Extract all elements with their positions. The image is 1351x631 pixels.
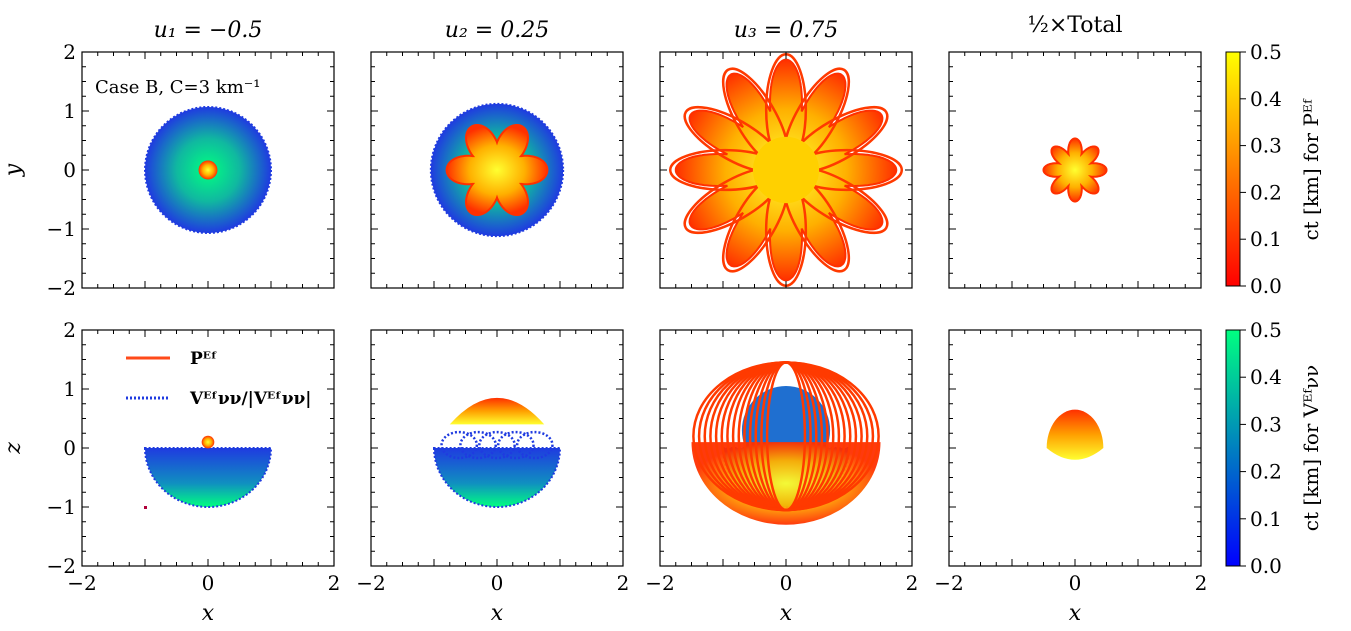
- colorbar-label-p: ct [km] for Pᴱᶠ: [1299, 98, 1323, 241]
- x-tick-label: 0: [202, 571, 215, 595]
- v-loop: [440, 430, 479, 460]
- panel-xy-1: [370, 51, 624, 289]
- colorbar-tick-label: 0.1: [1250, 227, 1282, 251]
- p-dot: [144, 506, 147, 509]
- v-bowl: [432, 447, 562, 508]
- x-axis-label: x: [1069, 601, 1082, 626]
- v-loop: [497, 430, 535, 460]
- y-tick-label: −2: [47, 554, 76, 578]
- colorbar-tick-label: 0.1: [1250, 507, 1282, 531]
- colorbar-tick-label: 0.0: [1250, 554, 1282, 578]
- panel-xz-1: −2 0 2 x: [356, 329, 630, 626]
- p-blob: [1046, 409, 1104, 460]
- x-tick-label: 0: [491, 571, 504, 595]
- x-tick-label: −2: [67, 571, 96, 595]
- x-tick-label: −2: [356, 571, 385, 595]
- x-tick-label: −2: [645, 571, 674, 595]
- y-tick-label: 2: [63, 40, 76, 64]
- p-blob: [201, 435, 215, 449]
- column-title-2: u₃ = 0.75: [734, 18, 838, 43]
- colorbar-p: [1225, 51, 1241, 287]
- panel-xy-3: [948, 51, 1202, 289]
- p-flower: [445, 124, 549, 216]
- x-tick-label: 0: [780, 571, 793, 595]
- p-cap: [449, 397, 545, 425]
- p-blob: [198, 160, 218, 180]
- colorbar-v: [1225, 329, 1241, 567]
- y-tick-label: 0: [63, 158, 76, 182]
- p-loop: [692, 361, 880, 512]
- colorbar-tick-label: 0.5: [1250, 318, 1282, 342]
- v-bowl: [143, 447, 273, 508]
- colorbar-tick-label: 0.3: [1250, 412, 1282, 436]
- panel-xy-0: −2 −1 0 1 2: [47, 40, 335, 300]
- colorbar-tick-label: 0.0: [1250, 274, 1282, 298]
- x-tick-label: 0: [1069, 571, 1082, 595]
- panel-xz-3: −2 0 2 x: [934, 329, 1208, 626]
- y-tick-label: 0: [63, 436, 76, 460]
- panels-layer: −2 −1 0 1 2 −2 −1 0 1 2 −2 0 2 x −2 0 2 x −2 0 2 x −2 0 2 x: [47, 40, 1208, 626]
- x-axis-label: x: [780, 601, 793, 626]
- x-tick-label: 2: [1195, 571, 1208, 595]
- v-loop: [459, 430, 497, 460]
- legend-label-v: Vᴱᶠνν/|Vᴱᶠνν|: [189, 389, 312, 409]
- column-title-3: ½×Total: [1028, 13, 1123, 38]
- p-core: [752, 136, 820, 204]
- panel-xz-2: −2 0 2 x: [645, 329, 919, 626]
- p-bowl: [691, 442, 881, 525]
- y-tick-label: −2: [47, 276, 76, 300]
- v-loop: [515, 430, 554, 460]
- y-tick-label: 2: [63, 318, 76, 342]
- row-ylabel-0: y: [1, 163, 26, 177]
- legend: Pᴱᶠ Vᴱᶠνν/|Vᴱᶠνν|: [126, 349, 312, 409]
- colorbar-tick-label: 0.2: [1250, 180, 1282, 204]
- column-title-0: u₁ = −0.5: [154, 18, 263, 43]
- panel-xy-2: [659, 51, 913, 289]
- x-tick-label: 2: [906, 571, 919, 595]
- legend-label-p: Pᴱᶠ: [190, 349, 217, 369]
- colorbar-tick-label: 0.4: [1250, 87, 1282, 111]
- colorbar-tick-label: 0.3: [1250, 134, 1282, 158]
- row-ylabel-1: z: [1, 442, 26, 455]
- y-tick-label: −1: [47, 495, 76, 519]
- x-tick-label: 2: [328, 571, 341, 595]
- case-annotation: Case B, C=3 km⁻¹: [95, 77, 261, 98]
- y-tick-label: 1: [63, 377, 76, 401]
- y-tick-label: −1: [47, 217, 76, 241]
- colorbar-tick-label: 0.5: [1250, 40, 1282, 64]
- x-axis-label: x: [202, 601, 215, 626]
- x-tick-label: −2: [934, 571, 963, 595]
- colorbar-tick-label: 0.2: [1250, 460, 1282, 484]
- column-title-1: u₂ = 0.25: [445, 18, 549, 43]
- colorbar-ticks: 0.0 0.1 0.2 0.3 0.4 0.5 0.0 0.1 0.2 0.3 0.4 0.5: [1240, 40, 1282, 578]
- v-loop: [478, 430, 516, 460]
- panel-xz-0: −2 −1 0 1 2 −2 0 2 x: [47, 318, 341, 626]
- y-tick-label: 1: [63, 99, 76, 123]
- colorbar-tick-label: 0.4: [1250, 365, 1282, 389]
- x-axis-label: x: [491, 601, 504, 626]
- colorbar-label-v: ct [km] for Vᴱᶠνν: [1299, 365, 1323, 531]
- p-flower: [1042, 137, 1108, 203]
- x-tick-label: 2: [617, 571, 630, 595]
